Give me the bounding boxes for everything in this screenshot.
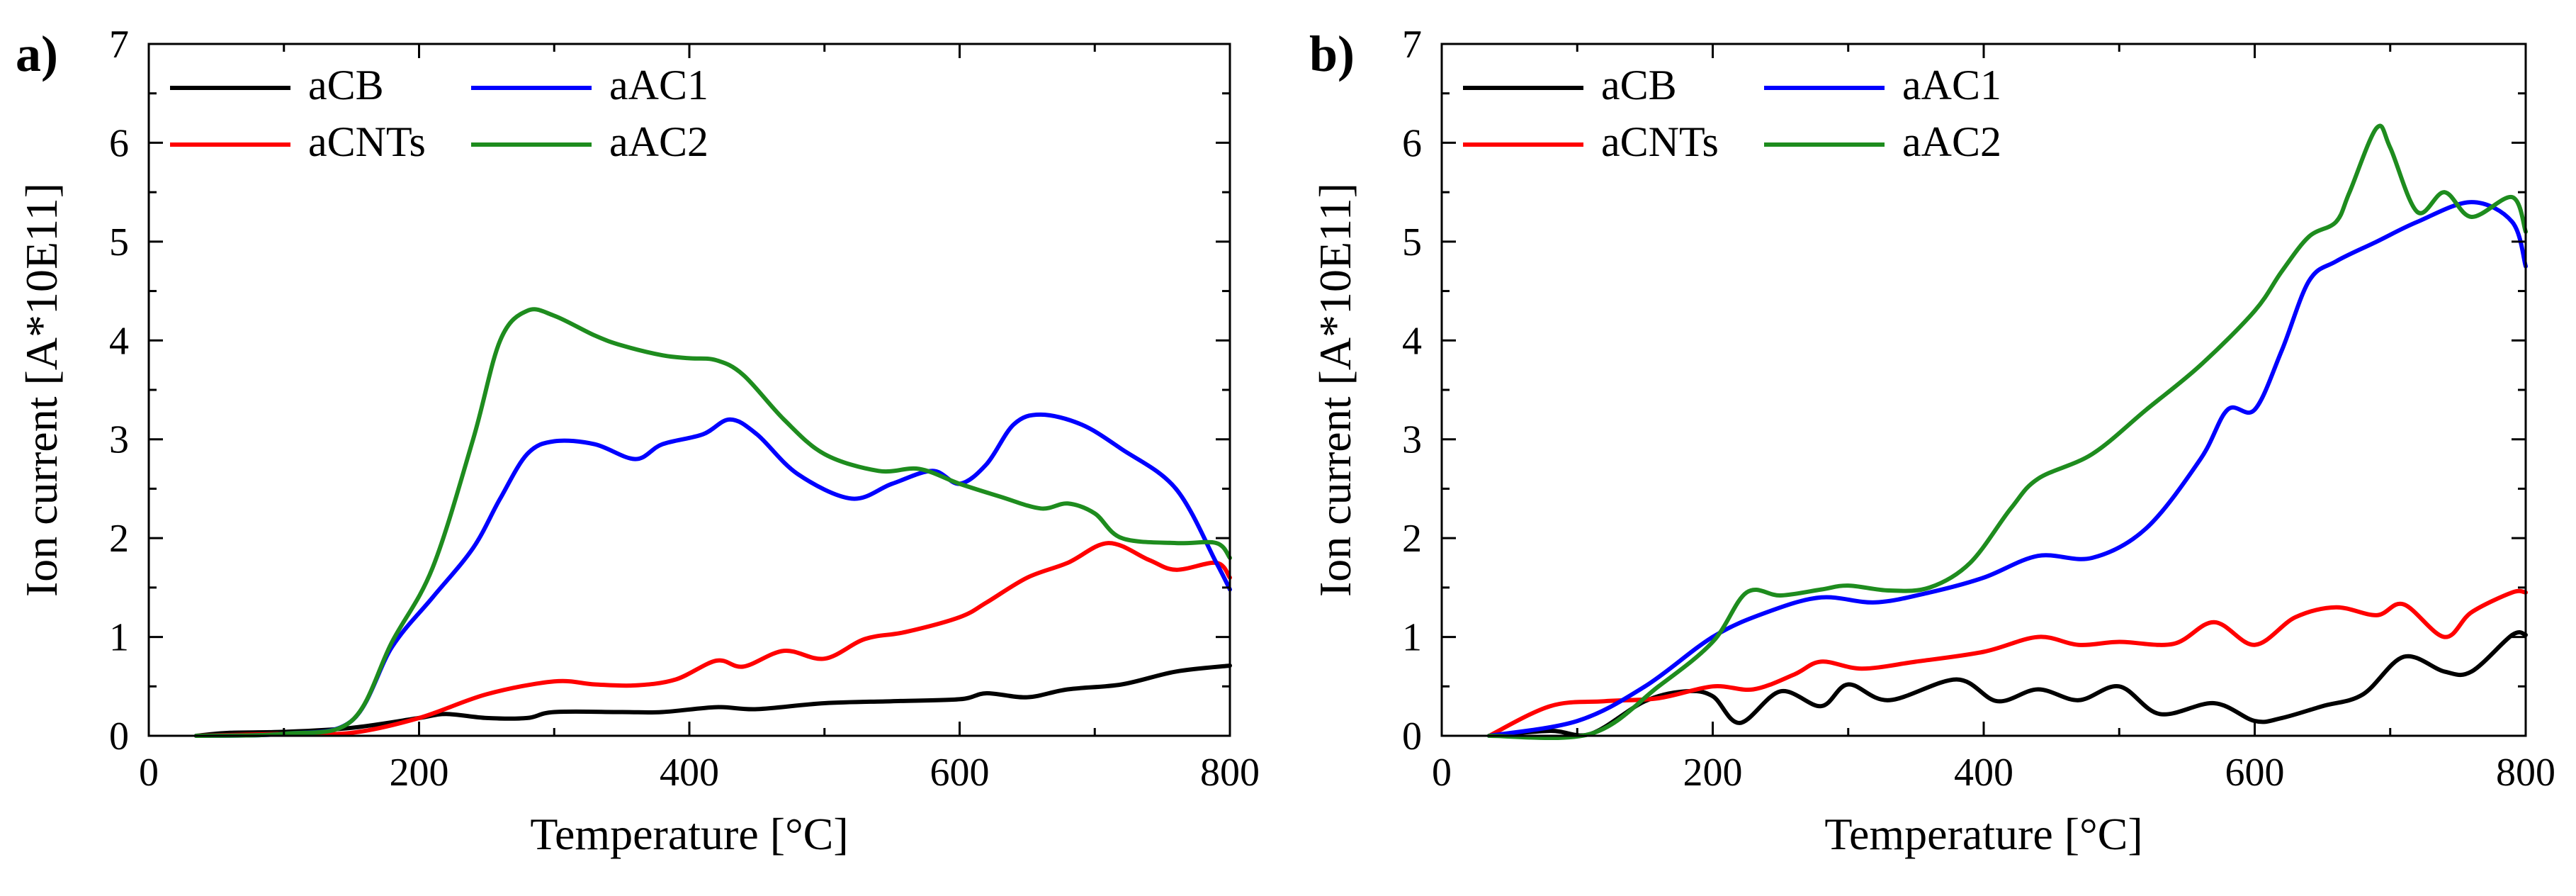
- x-tick-label: 0: [139, 751, 159, 795]
- y-tick-label: 5: [1402, 220, 1422, 264]
- x-axis-title: Temperature [°C]: [1824, 809, 2142, 859]
- y-tick-label: 3: [109, 418, 129, 462]
- x-axis-title: Temperature [°C]: [530, 809, 848, 859]
- x-tick-label: 400: [1954, 751, 2013, 795]
- legend: aCB aCNTs aAC1 aAC2: [1463, 62, 2001, 165]
- y-tick-label: 5: [109, 220, 129, 264]
- y-tick-label: 7: [1402, 23, 1422, 67]
- y-tick-label: 2: [109, 517, 129, 561]
- legend-label: aCB: [1601, 62, 1677, 108]
- y-tick-label: 6: [109, 121, 129, 165]
- panel-label: a): [16, 26, 58, 82]
- legend: aCB aCNTs aAC1 aAC2: [170, 62, 708, 165]
- y-axis-title: Ion current [A*10E11]: [1310, 183, 1360, 597]
- series-group: [193, 307, 1232, 738]
- x-tick-label: 0: [1432, 751, 1452, 795]
- y-tick-label: 1: [1402, 616, 1422, 660]
- y-tick-label: 1: [109, 616, 129, 660]
- series-line-aAC1: [1486, 200, 2528, 738]
- chart-panel-b: b) 0 200 400 600 800 0 1 2 3 4 5 6 7 Temperature [°C] I…: [1309, 23, 2555, 859]
- series-group: [1486, 123, 2528, 741]
- y-tick-label: 7: [109, 23, 129, 67]
- chart-panel-a: a) 0 200 400 600 800 0 1 2 3 4 5 6 7 Temperature [°C] I…: [16, 23, 1260, 859]
- y-tick-label: 3: [1402, 418, 1422, 462]
- series-line-aCB: [1486, 630, 2528, 738]
- x-tick-label: 200: [390, 751, 449, 795]
- series-line-aCNTs: [1486, 588, 2528, 738]
- y-tick-label: 6: [1402, 121, 1422, 165]
- legend-label: aCNTs: [1601, 118, 1719, 165]
- series-line-aAC1: [193, 412, 1232, 738]
- series-line-aAC2: [1486, 123, 2528, 741]
- legend-label: aAC1: [609, 62, 708, 108]
- x-tick-label: 600: [2225, 751, 2285, 795]
- series-line-aAC2: [193, 307, 1232, 738]
- y-tick-label: 4: [109, 319, 129, 363]
- legend-label: aAC2: [609, 118, 708, 165]
- x-tick-label: 800: [1200, 751, 1260, 795]
- legend-label: aCB: [308, 62, 384, 108]
- x-tick-label: 800: [2496, 751, 2555, 795]
- legend-label: aAC2: [1902, 118, 2001, 165]
- x-tick-label: 400: [660, 751, 719, 795]
- series-line-aCNTs: [193, 541, 1232, 738]
- legend-label: aCNTs: [308, 118, 426, 165]
- x-tick-label: 600: [930, 751, 990, 795]
- y-tick-label: 0: [109, 715, 129, 758]
- y-tick-label: 4: [1402, 319, 1422, 363]
- legend-label: aAC1: [1902, 62, 2001, 108]
- y-tick-label: 0: [1402, 715, 1422, 758]
- series-line-aCB: [193, 663, 1232, 738]
- x-tick-label: 200: [1683, 751, 1743, 795]
- y-axis-title: Ion current [A*10E11]: [16, 183, 67, 597]
- panel-label: b): [1309, 26, 1355, 82]
- y-tick-label: 2: [1402, 517, 1422, 561]
